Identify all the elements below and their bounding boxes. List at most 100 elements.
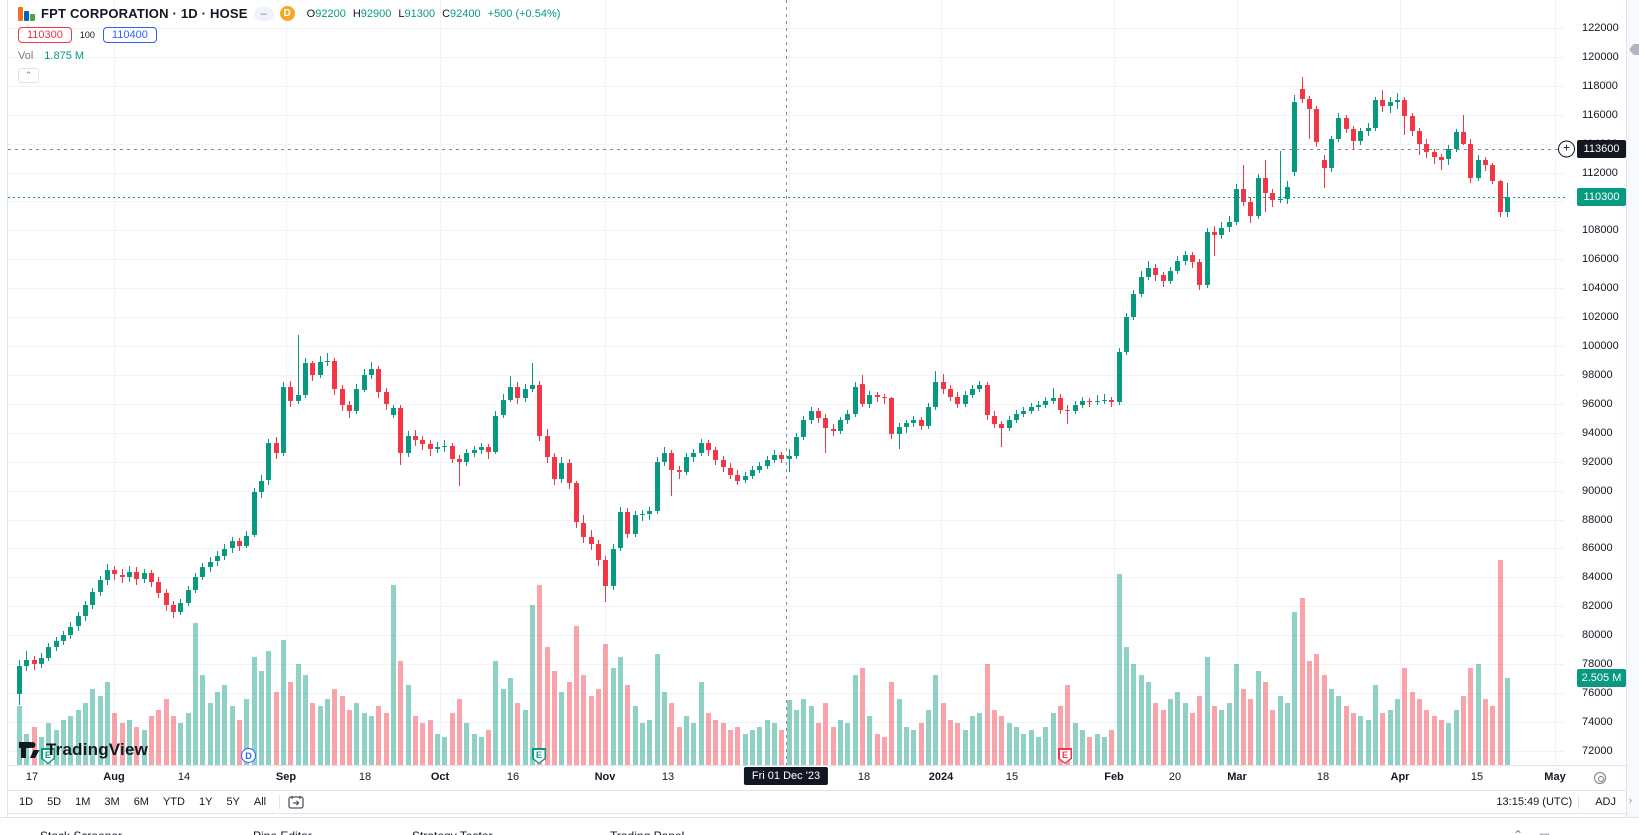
range-button-5y[interactable]: 5Y bbox=[226, 796, 240, 808]
range-button-all[interactable]: All bbox=[253, 796, 267, 808]
candle-body bbox=[1483, 159, 1488, 166]
candle-wick bbox=[1067, 405, 1069, 425]
candle-body bbox=[969, 389, 975, 396]
candle-body bbox=[559, 463, 565, 480]
volume-bar bbox=[1138, 674, 1144, 765]
candle-body bbox=[1307, 98, 1313, 109]
range-button-1d[interactable]: 1D bbox=[19, 796, 34, 808]
candle-body bbox=[1079, 401, 1085, 406]
candle-body bbox=[97, 580, 103, 592]
ask-price-button[interactable]: 110400 bbox=[102, 27, 157, 43]
volume-bar bbox=[376, 706, 382, 765]
candle-body bbox=[83, 604, 88, 617]
footer-tab-stock-screener[interactable]: Stock Screener bbox=[40, 829, 122, 835]
event-badge-e-icon[interactable]: E bbox=[532, 748, 546, 764]
clock[interactable]: 13:15:49 (UTC) bbox=[1496, 796, 1573, 808]
time-axis[interactable]: 17 Aug 14 Sep 18 Oct 16 Nov 13 18 2024 15 Feb 20 Mar 18… bbox=[8, 765, 1626, 790]
candle-body bbox=[1336, 117, 1342, 140]
price-flag-icon[interactable] bbox=[1629, 44, 1639, 55]
volume-bar bbox=[969, 716, 975, 765]
volume-bar bbox=[808, 706, 814, 765]
volume-bar bbox=[867, 716, 873, 765]
candle-body bbox=[588, 536, 594, 545]
time-tick-label: Sep bbox=[275, 771, 297, 783]
delayed-data-badge[interactable]: D bbox=[279, 6, 295, 21]
bid-ask-row: 110300 100 110400 bbox=[18, 27, 560, 43]
candle-body bbox=[1182, 255, 1188, 261]
volume-bar bbox=[251, 657, 257, 765]
volume-bar bbox=[801, 699, 807, 765]
event-badge-e-icon[interactable]: E bbox=[1058, 748, 1072, 764]
candle-wick bbox=[1052, 388, 1054, 404]
crosshair-vertical-line bbox=[786, 0, 787, 765]
range-button-6m[interactable]: 6M bbox=[133, 796, 149, 808]
bid-price-button[interactable]: 110300 bbox=[18, 27, 72, 43]
volume-bar bbox=[610, 667, 616, 765]
go-to-date-icon[interactable] bbox=[288, 795, 304, 809]
chart-plot-area[interactable]: E D E E FPT CORPORATION · 1D · HOSE – D O92… bbox=[8, 0, 1565, 765]
volume-bar bbox=[1292, 612, 1298, 765]
price-tick-label: 116000 bbox=[1582, 108, 1618, 121]
volume-bar bbox=[500, 688, 506, 765]
chevron-up-icon[interactable]: ⌃ bbox=[1513, 828, 1524, 835]
candle-body bbox=[112, 570, 118, 575]
candle-body bbox=[940, 382, 946, 390]
footer-tab-strategy-tester[interactable]: Strategy Tester bbox=[412, 829, 492, 835]
volume-bar bbox=[361, 713, 367, 765]
volume-bar bbox=[405, 685, 411, 765]
minus-badge-icon[interactable]: – bbox=[253, 6, 274, 21]
volume-bar bbox=[530, 605, 536, 765]
price-axis[interactable]: 1220001200001180001160001140001120001100… bbox=[1558, 0, 1626, 765]
volume-bar bbox=[207, 702, 213, 765]
volume-bar bbox=[178, 723, 184, 765]
candle-body bbox=[852, 386, 858, 415]
volume-bar bbox=[273, 692, 279, 765]
footer-tab-pine-editor[interactable]: Pine Editor bbox=[253, 829, 312, 835]
candle-body bbox=[1211, 231, 1217, 235]
candle-body bbox=[750, 470, 755, 477]
range-button-3m[interactable]: 3M bbox=[104, 796, 120, 808]
candle-wick bbox=[1441, 153, 1442, 170]
candle-wick bbox=[825, 414, 827, 453]
expand-right-panel-icon[interactable]: › bbox=[1629, 795, 1632, 805]
candle-body bbox=[881, 396, 887, 399]
drawing-toolbar-edge bbox=[0, 0, 8, 835]
volume-bar bbox=[794, 709, 799, 765]
volume-bar bbox=[742, 733, 748, 765]
volume-bar bbox=[1285, 702, 1291, 765]
candle-wick bbox=[1433, 149, 1435, 164]
volume-bar bbox=[654, 654, 660, 765]
panel-icon[interactable]: ▭ bbox=[1539, 828, 1551, 835]
candle-wick bbox=[326, 353, 328, 367]
event-badge-d-icon[interactable]: D bbox=[241, 748, 256, 763]
volume-bar bbox=[1453, 709, 1459, 765]
scroll-to-realtime-icon[interactable] bbox=[1594, 772, 1606, 784]
candle-body bbox=[552, 457, 558, 480]
volume-bar bbox=[354, 702, 360, 765]
add-alert-plus-icon[interactable]: + bbox=[1558, 140, 1575, 158]
candle-body bbox=[1424, 143, 1430, 153]
adjusted-data-toggle[interactable]: ADJ bbox=[1595, 796, 1616, 808]
change-value: +500 (+0.54%) bbox=[487, 7, 561, 20]
volume-bar bbox=[112, 713, 118, 765]
volume-bar bbox=[1226, 702, 1232, 765]
candle-body bbox=[1028, 406, 1034, 412]
range-button-5d[interactable]: 5D bbox=[47, 796, 62, 808]
candle-body bbox=[860, 383, 865, 404]
symbol-title[interactable]: FPT CORPORATION · 1D · HOSE bbox=[41, 6, 248, 21]
volume-bar bbox=[1219, 709, 1225, 765]
range-button-1y[interactable]: 1Y bbox=[198, 796, 213, 808]
event-badge-e-icon[interactable]: E bbox=[41, 748, 55, 764]
range-button-1m[interactable]: 1M bbox=[75, 796, 91, 808]
legend-collapse-button[interactable]: ⌃ bbox=[18, 68, 39, 83]
price-tick-label: 96000 bbox=[1582, 397, 1613, 410]
candle-body bbox=[1175, 260, 1181, 271]
candle-body bbox=[816, 411, 821, 419]
candle-body bbox=[1116, 351, 1122, 403]
candle-body bbox=[757, 466, 763, 471]
footer-tab-trading-panel[interactable]: Trading Panel bbox=[610, 829, 684, 835]
time-tick-label: 18 bbox=[857, 771, 871, 783]
candle-body bbox=[1395, 100, 1400, 102]
candle-body bbox=[1321, 159, 1327, 169]
range-button-ytd[interactable]: YTD bbox=[162, 796, 185, 808]
